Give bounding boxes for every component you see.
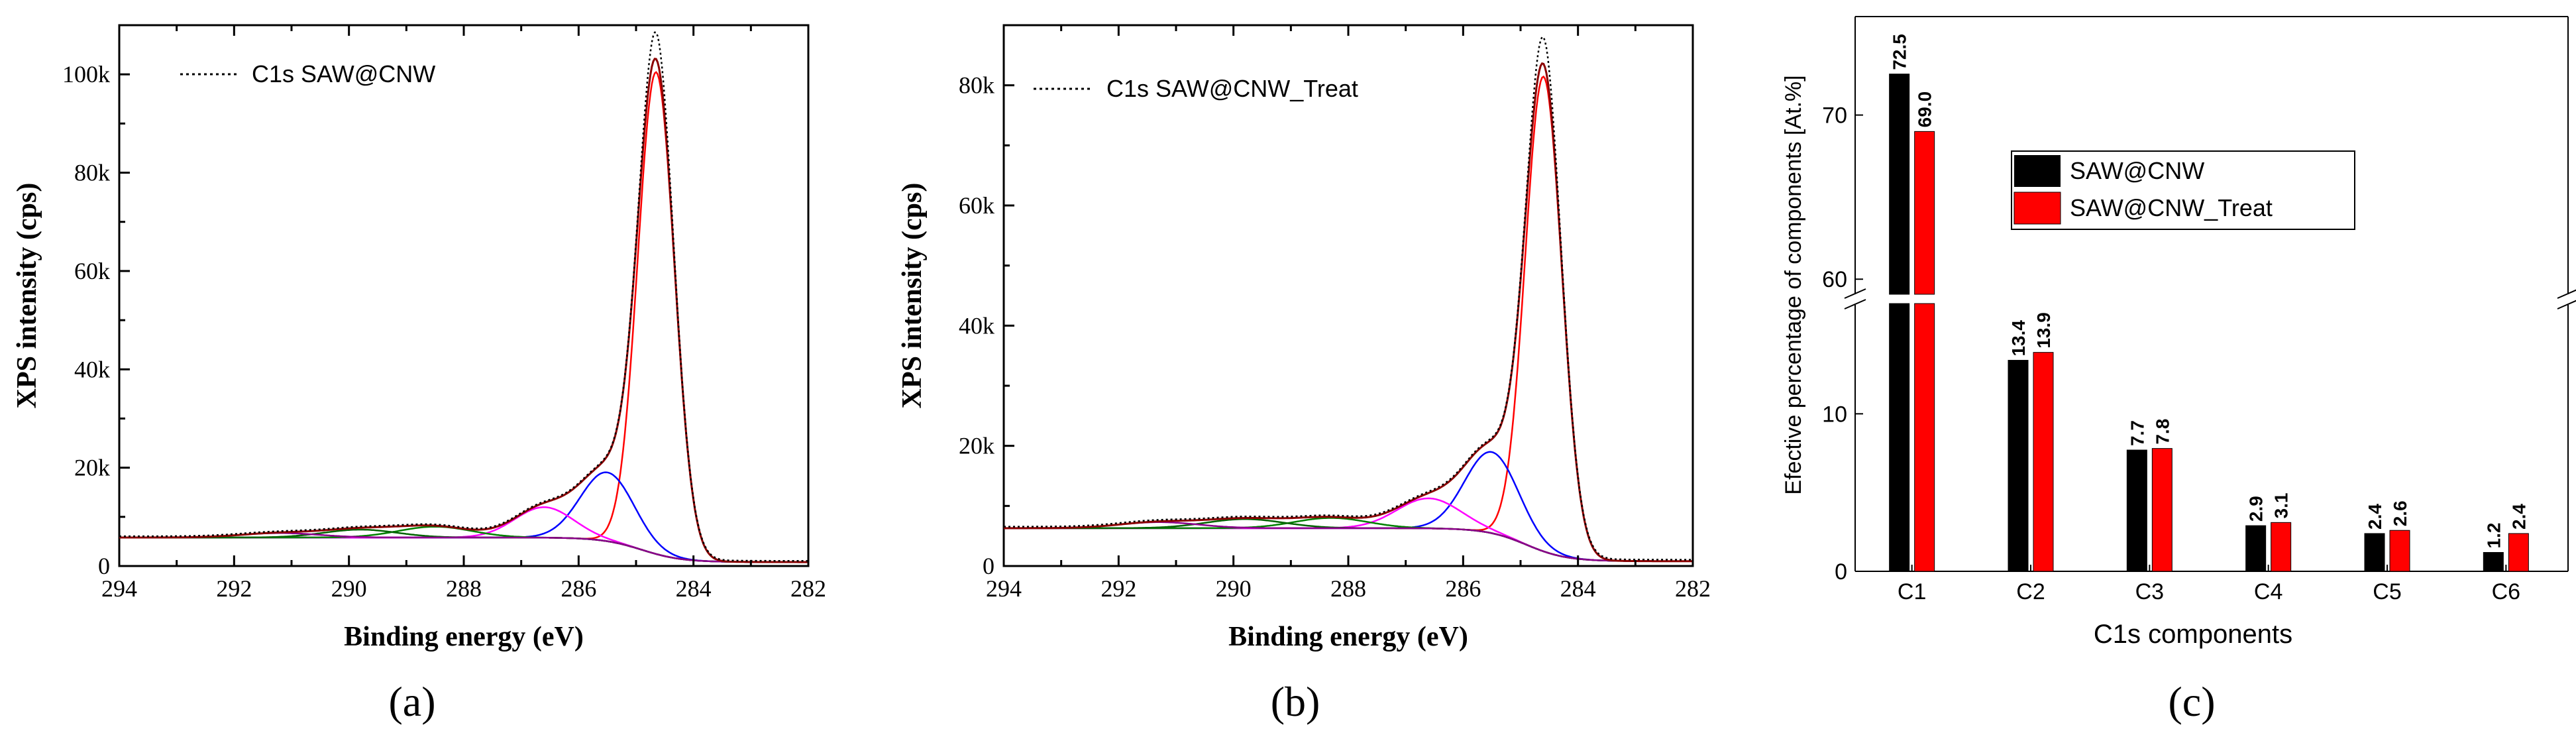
x-tick-label: 282 bbox=[790, 575, 826, 602]
legend-swatch-saw-cnw bbox=[2014, 155, 2061, 187]
x-tick-label: 288 bbox=[1330, 575, 1366, 602]
axis-ticks: C1 C2 C3 C4 C5 C6 0 10 60 70 bbox=[1822, 103, 2520, 604]
axis-break-mark bbox=[1844, 299, 1866, 310]
y-tick-label: 0 bbox=[983, 553, 994, 579]
bar-saw-cnw-c5 bbox=[2364, 533, 2385, 572]
y-tick-label: 20k bbox=[959, 433, 994, 459]
x-tick-label: C1 bbox=[1898, 579, 1926, 604]
data-line bbox=[119, 31, 808, 562]
x-tick-label: 292 bbox=[216, 575, 252, 602]
panel-label-c: (c) bbox=[2168, 678, 2215, 725]
axis-break-mark bbox=[2557, 300, 2576, 310]
legend-label: C1s SAW@CNW bbox=[252, 60, 435, 87]
y-tick-label: 80k bbox=[74, 160, 110, 186]
x-tick-label: 284 bbox=[1560, 575, 1596, 602]
bar-value-label: 72.5 bbox=[1890, 34, 1910, 70]
legend-label: C1s SAW@CNW_Treat bbox=[1106, 75, 1358, 102]
bar-saw-cnw-treat-c2 bbox=[2033, 352, 2054, 572]
legend-label: SAW@CNW_Treat bbox=[2070, 194, 2273, 221]
y-axis-label: XPS intensity (cps) bbox=[12, 183, 42, 409]
panel-b-chart: 294 292 290 288 286 284 282 0 20k 40k 60k 80k C1s … bbox=[897, 24, 1711, 725]
legend-box bbox=[2011, 150, 2355, 230]
x-tick-label: 284 bbox=[676, 575, 712, 602]
bar-value-label: 1.2 bbox=[2483, 523, 2504, 549]
bar-saw-cnw-c6 bbox=[2483, 551, 2504, 572]
bar-saw-cnw-treat-c1-lower bbox=[1914, 303, 1935, 572]
plot-frame bbox=[1844, 16, 2576, 572]
axis-break-mark bbox=[1844, 288, 1866, 299]
x-axis-label: Binding energy (eV) bbox=[1228, 622, 1468, 652]
y-tick-label: 60k bbox=[74, 258, 110, 284]
bar-saw-cnw-treat-c4 bbox=[2271, 522, 2292, 572]
bar-value-label: 7.7 bbox=[2127, 420, 2147, 446]
bar-saw-cnw-treat-c5 bbox=[2389, 530, 2410, 572]
bar-saw-cnw-treat-c6 bbox=[2508, 533, 2529, 572]
axis-break-mark bbox=[2557, 289, 2576, 299]
x-tick-label: 294 bbox=[986, 575, 1022, 602]
bar-value-label: 69.0 bbox=[1915, 91, 1935, 128]
y-axis-ticks: 0 20k 40k 60k 80k 100k bbox=[62, 24, 130, 579]
bar-saw-cnw-c3 bbox=[2126, 449, 2147, 572]
y-tick-label: 0 bbox=[98, 553, 110, 579]
x-tick-label: C5 bbox=[2373, 579, 2401, 604]
panel-label-a: (a) bbox=[388, 678, 435, 725]
bar-saw-cnw-c1 bbox=[1889, 74, 1910, 295]
bar-series bbox=[1889, 74, 2529, 572]
y-tick-label: 60 bbox=[1822, 267, 1847, 292]
legend-label: SAW@CNW bbox=[2070, 157, 2204, 184]
y-tick-label: 70 bbox=[1822, 103, 1847, 129]
envelope-line bbox=[119, 58, 808, 563]
panel-c-chart: 72.569.013.4 13.97.7 7.82.9 3.1 2.4 2.61.22.4… bbox=[1781, 16, 2576, 725]
x-axis-ticks: 294 292 290 288 286 284 282 bbox=[101, 25, 826, 602]
bar-saw-cnw-c1-lower bbox=[1889, 303, 1910, 572]
bar-value-label: 2.4 bbox=[2508, 504, 2529, 530]
bar-value-label: 2.4 bbox=[2365, 504, 2385, 530]
x-tick-label: C6 bbox=[2492, 579, 2520, 604]
x-tick-label: 290 bbox=[331, 575, 367, 602]
x-tick-label: 290 bbox=[1216, 575, 1252, 602]
bar-value-label: 3.1 bbox=[2271, 492, 2292, 518]
y-tick-label: 10 bbox=[1822, 402, 1847, 427]
x-axis-ticks: 294 292 290 288 286 284 282 bbox=[986, 25, 1711, 602]
x-tick-label: 286 bbox=[1445, 575, 1481, 602]
x-tick-label: 286 bbox=[561, 575, 596, 602]
bar-saw-cnw-c4 bbox=[2245, 525, 2267, 572]
x-tick-label: 282 bbox=[1675, 575, 1711, 602]
y-axis-label: XPS intensity (cps) bbox=[897, 183, 928, 409]
x-axis-label: Binding energy (eV) bbox=[344, 622, 584, 652]
y-axis-label: Efective percentage of components [At.%] bbox=[1781, 75, 1806, 494]
y-tick-label: 100k bbox=[62, 61, 110, 87]
bar-saw-cnw-treat-c1 bbox=[1914, 131, 1935, 295]
bar-value-label: 2.9 bbox=[2246, 496, 2267, 522]
y-tick-label: 0 bbox=[1835, 559, 1847, 585]
bar-value-label: 13.9 bbox=[2033, 312, 2054, 349]
panel-label-b: (b) bbox=[1271, 678, 1320, 725]
y-tick-label: 40k bbox=[74, 356, 110, 382]
bar-saw-cnw-treat-c3 bbox=[2151, 448, 2173, 572]
legend-swatch-saw-cnw-treat bbox=[2013, 192, 2061, 225]
panel-a-chart: 294 292 290 288 286 284 282 020k40k60k80k100k … bbox=[12, 24, 826, 725]
y-axis-ticks: 0 20k 40k 60k 80k bbox=[959, 24, 1014, 579]
x-tick-label: 288 bbox=[446, 575, 482, 602]
x-tick-label: C2 bbox=[2016, 579, 2045, 604]
y-tick-label: 80k bbox=[959, 72, 994, 99]
bar-value-label: 7.8 bbox=[2152, 419, 2173, 445]
y-tick-label: 60k bbox=[959, 192, 994, 219]
bar-value-label: 13.4 bbox=[2008, 320, 2029, 357]
legend: SAW@CNW SAW@CNW_Treat bbox=[2011, 150, 2355, 230]
x-tick-label: 292 bbox=[1100, 575, 1136, 602]
bar-value-label: 2.6 bbox=[2390, 500, 2410, 526]
x-tick-label: 294 bbox=[101, 575, 137, 602]
y-tick-label: 40k bbox=[959, 312, 994, 339]
bar-saw-cnw-c2 bbox=[2008, 360, 2029, 572]
x-tick-label: C4 bbox=[2254, 579, 2282, 604]
x-axis-label: C1s components bbox=[2094, 620, 2292, 649]
x-tick-label: C3 bbox=[2135, 579, 2164, 604]
bar-value-labels: 72.569.013.4 13.97.7 7.82.9 3.1 2.4 2.61.22.4 bbox=[1890, 34, 2530, 548]
y-tick-label: 20k bbox=[74, 455, 110, 481]
data-line bbox=[1004, 36, 1693, 561]
